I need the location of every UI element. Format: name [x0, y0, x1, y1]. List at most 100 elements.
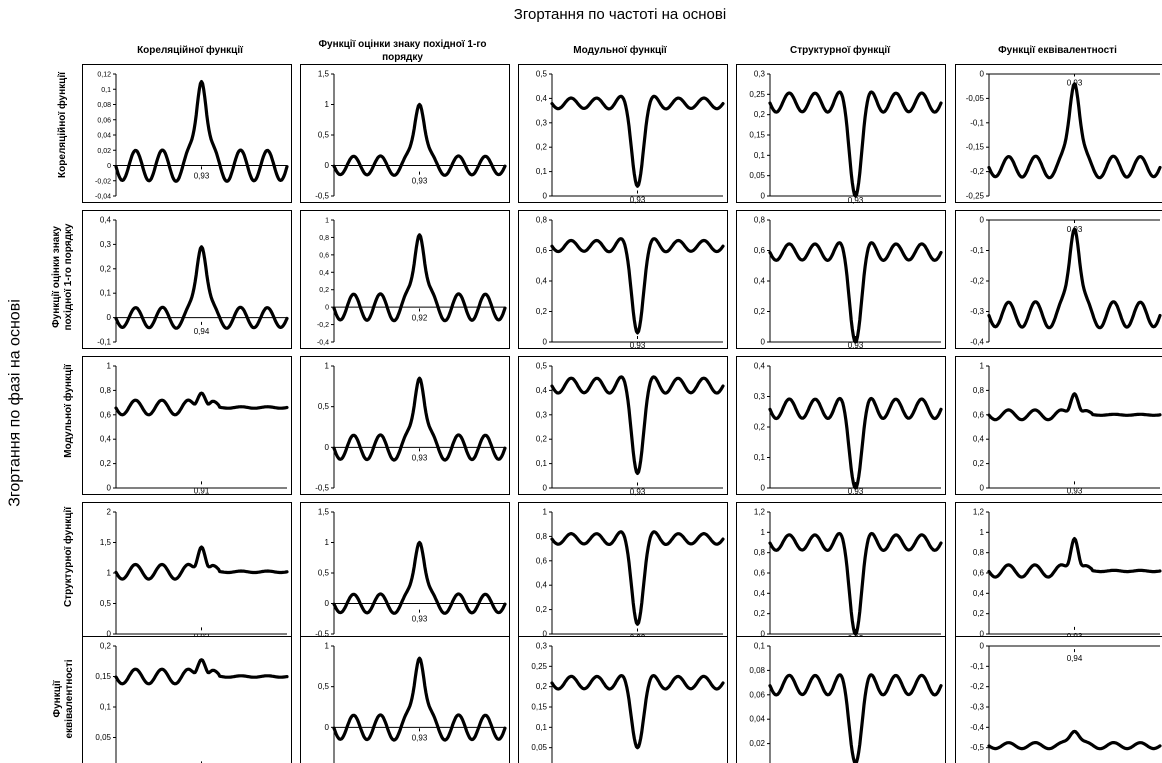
y-tick-label: -0,5 — [315, 630, 329, 639]
peak-label: 0,93 — [1067, 486, 1083, 495]
y-tick-label: 0,15 — [531, 703, 547, 712]
panel-r3-c1: 1,5 1 0,5 0 -0,5 0,93 — [300, 502, 510, 641]
y-tick-label: 0,5 — [536, 70, 548, 79]
panel-r3-c4: 1,210,80,60,40,200,93 — [955, 502, 1162, 641]
y-tick-label: 0,2 — [754, 110, 766, 119]
series-line — [768, 673, 943, 763]
panel-r1-c4: 0 -0,1 -0,2 -0,3 -0,4 0,93 — [955, 210, 1162, 349]
panel-r0-c3: 0,3 0,25 0,2 0,15 0,1 0,05 0 0,93 — [736, 64, 946, 205]
y-tick-label: 0,4 — [100, 216, 112, 225]
y-tick-label: 0,8 — [754, 216, 766, 225]
column-header-0: Кореляційної функції — [137, 45, 243, 56]
peak-label: 0,93 — [412, 177, 428, 186]
panel-r1-c0: 0,4 0,3 0,2 0,1 0 -0,1 0,94 — [82, 210, 292, 349]
y-tick-label: 1 — [761, 528, 766, 537]
panel-frame — [736, 636, 946, 763]
y-tick-label: 0 — [543, 484, 548, 493]
y-tick-label: -0,5 — [315, 484, 329, 493]
peak-label: 0,91 — [194, 486, 210, 495]
panel-frame — [300, 356, 510, 495]
series-line — [550, 674, 725, 750]
panel-r1-c1: 1 0,8 0,6 0,4 0,2 0 -0,2 -0,4 0,92 — [300, 210, 510, 349]
y-tick-label: -0,1 — [970, 246, 984, 255]
peak-label: 0,93 — [630, 341, 646, 350]
y-tick-label: 0,2 — [536, 307, 548, 316]
y-tick-label: 1,2 — [973, 508, 985, 517]
y-tick-label: 0,4 — [973, 435, 985, 444]
y-tick-label: 0 — [980, 70, 985, 79]
y-tick-label: 0,3 — [100, 240, 112, 249]
y-tick-label: -0,1 — [970, 118, 984, 127]
y-tick-label: 0 — [980, 216, 985, 225]
y-tick-label: 0,2 — [536, 682, 548, 691]
y-tick-label: 0,2 — [100, 642, 112, 651]
y-tick-label: -0,2 — [970, 682, 984, 691]
y-tick-label: 0 — [761, 484, 766, 493]
y-tick-label: 0,6 — [319, 252, 329, 259]
panel-r2-c0: 1 0,8 0,6 0,4 0,2 0 0,91 — [82, 356, 292, 495]
peak-label: 0,93 — [848, 196, 864, 205]
y-tick-label: 0,6 — [536, 556, 548, 565]
peak-label: 0,93 — [848, 341, 864, 350]
series-line — [768, 531, 943, 636]
series-line — [114, 391, 289, 417]
y-tick-label: 0 — [107, 163, 111, 170]
series-line — [550, 530, 725, 626]
panel-r0-c0: 0,12 0,1 0,08 0,06 0,04 0,02 0 -0,02 -0,04 0,93 — [82, 64, 292, 203]
y-tick-label: 0,12 — [97, 72, 111, 79]
y-tick-label: 0,4 — [973, 589, 985, 598]
peak-label: 0,93 — [630, 196, 646, 205]
y-tick-label: 0,15 — [749, 131, 765, 140]
y-tick-label: 0,5 — [536, 362, 548, 371]
y-tick-label: 1 — [107, 362, 112, 371]
panel-r2-c3: 0,4 0,3 0,2 0,1 0 0,93 — [736, 356, 946, 496]
y-tick-label: 0 — [761, 192, 766, 201]
series-line — [768, 241, 943, 344]
y-tick-label: 0,2 — [973, 459, 985, 468]
y-tick-label: 0,8 — [973, 548, 985, 557]
series-line — [332, 233, 507, 323]
series-line — [987, 82, 1162, 180]
series-line — [114, 545, 289, 581]
peak-label: 0,93 — [412, 733, 428, 742]
panel-frame — [300, 502, 510, 641]
y-tick-label: 0,4 — [754, 362, 766, 371]
series-line — [768, 396, 943, 490]
y-tick-label: 0,5 — [100, 599, 112, 608]
series-line — [550, 94, 725, 188]
panel-frame — [736, 210, 946, 349]
y-tick-label: 0,4 — [319, 270, 329, 277]
y-tick-label: 1 — [325, 362, 330, 371]
y-tick-label: 0,08 — [749, 666, 765, 675]
y-tick-label: 0 — [543, 338, 548, 347]
y-tick-label: 0,4 — [100, 435, 112, 444]
series-line — [114, 245, 289, 330]
panel-frame — [736, 64, 946, 203]
y-tick-label: 0,4 — [754, 589, 766, 598]
panel-r0-c2: 0,5 0,4 0,3 0,2 0,1 0 0,93 — [518, 64, 728, 205]
panel-frame — [82, 210, 292, 349]
y-tick-label: 0,04 — [97, 133, 111, 140]
panel-frame — [300, 636, 510, 763]
y-tick-label: 0,8 — [973, 386, 985, 395]
y-tick-label: 2 — [107, 508, 112, 517]
y-tick-label: -0,4 — [970, 723, 984, 732]
y-tick-label: 1,5 — [318, 508, 330, 517]
y-tick-label: 0,4 — [536, 581, 548, 590]
peak-label: 0,93 — [412, 453, 428, 462]
y-tick-label: 0 — [543, 630, 548, 639]
panel-r3-c0: 21,510,500,92 — [82, 502, 292, 641]
y-tick-label: 0 — [325, 161, 330, 170]
panel-r2-c2: 0,5 0,4 0,3 0,2 0,1 0 0,93 — [518, 356, 728, 497]
panel-r1-c3: 0,8 0,6 0,4 0,2 0 0,93 — [736, 210, 946, 350]
panel-frame — [518, 210, 728, 349]
y-tick-label: 0,1 — [754, 453, 766, 462]
y-tick-label: 0,2 — [100, 459, 112, 468]
peak-label: 0,94 — [194, 327, 210, 336]
panel-r2-c1: 1 0,5 0 -0,5 0,93 — [300, 356, 510, 495]
y-tick-label: 0,05 — [531, 743, 547, 752]
y-tick-label: -0,3 — [970, 307, 984, 316]
y-tick-label: 0,2 — [536, 143, 548, 152]
y-tick-label: 0,5 — [318, 569, 330, 578]
column-header-2: Модульної функції — [573, 45, 667, 56]
